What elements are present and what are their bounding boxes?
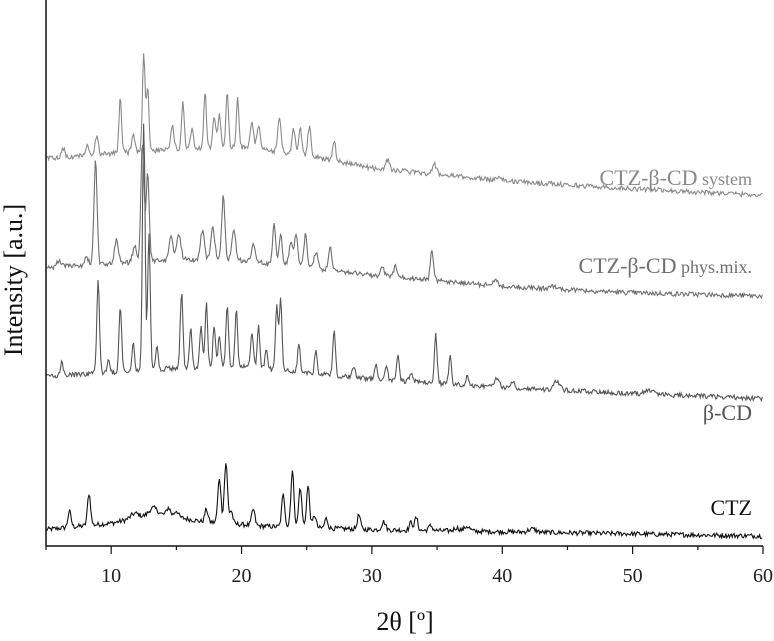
- series-label-1: β-CD: [703, 400, 752, 425]
- series-line-3: [45, 53, 763, 198]
- x-ticks: 10 20 30 40 50 60: [45, 546, 773, 587]
- series-line-1: [45, 123, 763, 403]
- y-axis-title: Intensity [a.u.]: [0, 204, 28, 356]
- series-lines: [45, 53, 763, 540]
- x-tick-label: 30: [362, 565, 382, 587]
- series-line-0: [45, 463, 763, 540]
- axes: 10 20 30 40 50 60: [45, 0, 773, 587]
- x-tick-label: 60: [753, 565, 773, 587]
- series-line-2: [45, 144, 763, 300]
- x-tick-label: 40: [492, 565, 512, 587]
- series-label-3: CTZ-β-CD system: [600, 165, 752, 190]
- series-label-0: CTZ: [710, 495, 752, 520]
- x-tick-label: 20: [232, 565, 252, 587]
- x-tick-label: 10: [101, 565, 121, 587]
- x-axis-title: 2θ [º]: [376, 607, 433, 636]
- series-label-2: CTZ-β-CD phys.mix.: [579, 253, 752, 278]
- series-labels: CTZ β-CD CTZ-β-CD phys.mix. CTZ-β-CD system: [579, 165, 752, 520]
- x-tick-label: 50: [623, 565, 643, 587]
